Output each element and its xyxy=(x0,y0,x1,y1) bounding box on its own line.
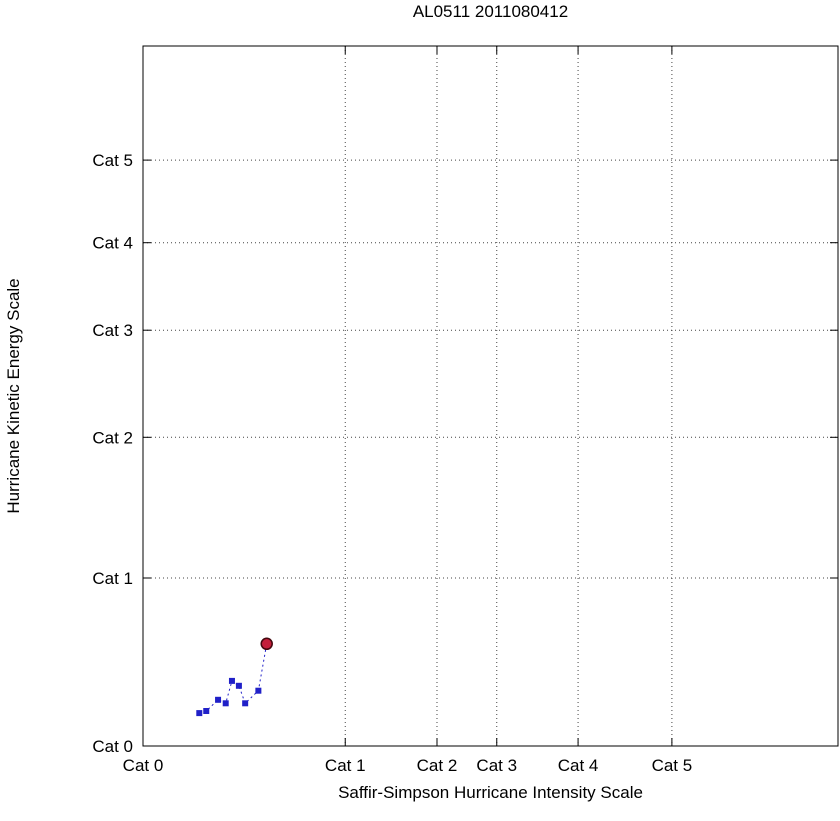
track-point xyxy=(222,700,229,707)
chart-title: AL0511 2011080412 xyxy=(412,2,569,21)
plot-frame xyxy=(142,45,839,747)
x-tick-label: Cat 0 xyxy=(123,756,164,775)
x-tick-label: Cat 3 xyxy=(476,756,517,775)
y-tick-label: Cat 1 xyxy=(92,569,133,588)
y-tick-label: Cat 3 xyxy=(92,321,133,340)
y-tick-label: Cat 0 xyxy=(92,737,133,756)
x-tick-label: Cat 1 xyxy=(325,756,366,775)
x-tick-label: Cat 5 xyxy=(652,756,693,775)
current-position-point xyxy=(260,637,273,651)
x-tick-label: Cat 2 xyxy=(417,756,458,775)
y-axis-label: Hurricane Kinetic Energy Scale xyxy=(4,278,23,514)
track-point xyxy=(242,700,249,707)
track-point xyxy=(203,708,210,714)
track-point xyxy=(196,710,203,717)
track-point xyxy=(255,687,262,694)
y-tick-label: Cat 4 xyxy=(92,234,133,253)
x-axis-label: Saffir-Simpson Hurricane Intensity Scale xyxy=(338,783,643,802)
y-tick-label: Cat 5 xyxy=(92,151,133,170)
track-point xyxy=(228,677,235,684)
x-tick-label: Cat 4 xyxy=(558,756,599,775)
y-tick-label: Cat 2 xyxy=(92,428,133,447)
track-point xyxy=(215,696,222,703)
track-point xyxy=(235,682,242,689)
